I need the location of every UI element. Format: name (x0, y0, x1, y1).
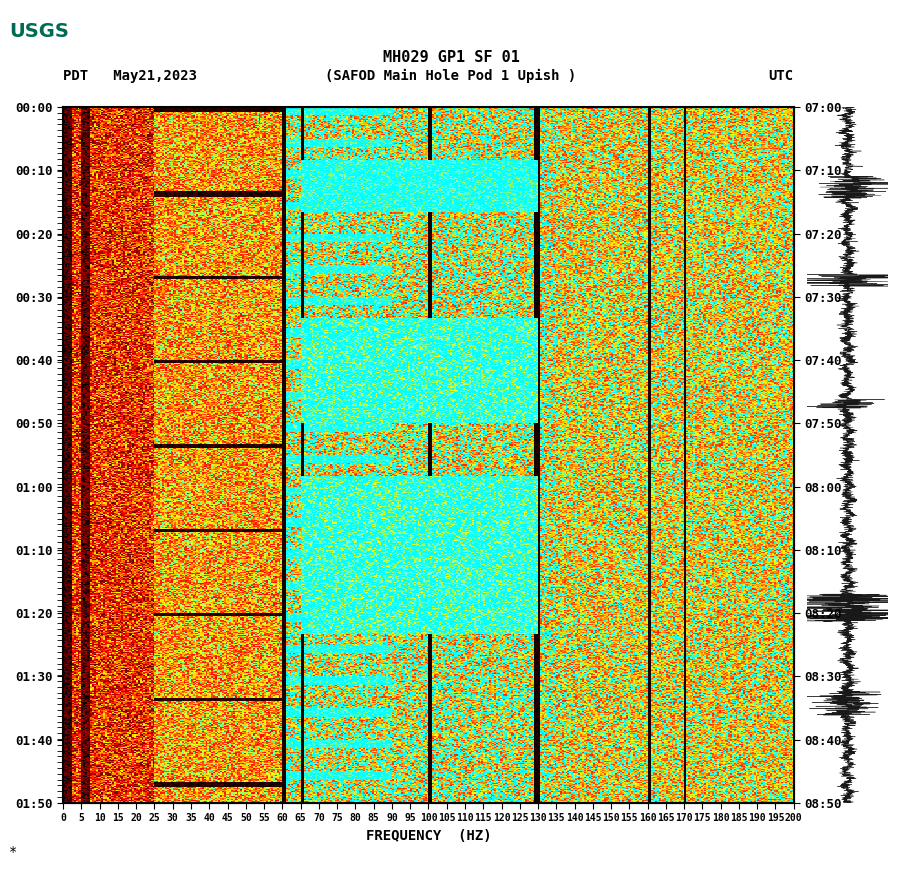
Text: MH029 GP1 SF 01: MH029 GP1 SF 01 (382, 51, 520, 65)
Text: USGS: USGS (9, 22, 69, 41)
Text: (SAFOD Main Hole Pod 1 Upish ): (SAFOD Main Hole Pod 1 Upish ) (326, 69, 576, 83)
Text: PDT   May21,2023: PDT May21,2023 (63, 69, 198, 83)
X-axis label: FREQUENCY  (HZ): FREQUENCY (HZ) (365, 829, 492, 843)
Text: *: * (9, 846, 17, 859)
Text: UTC: UTC (769, 69, 794, 83)
